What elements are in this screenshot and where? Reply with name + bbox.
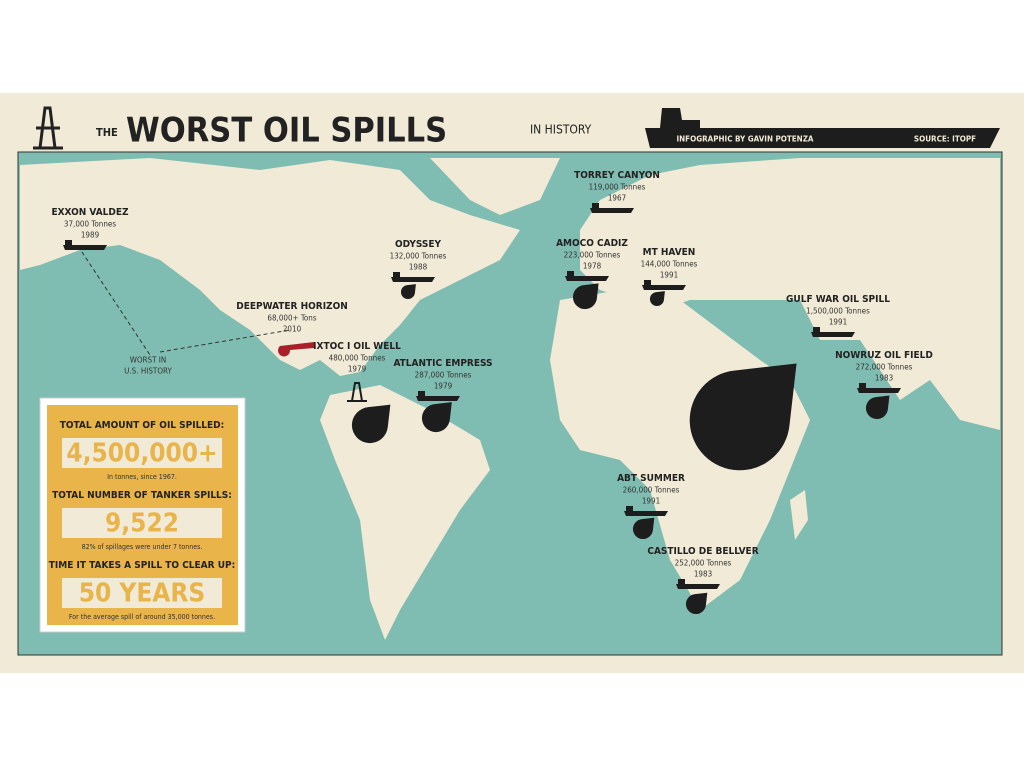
tanker bbox=[676, 579, 720, 589]
spill-name: MT HAVEN bbox=[643, 247, 696, 258]
stat-ribbon bbox=[62, 438, 222, 468]
spill-year: 2010 bbox=[283, 325, 302, 334]
stat-caption: 82% of spillages were under 7 tonnes. bbox=[82, 543, 203, 551]
spill-amount: 223,000 Tonnes bbox=[564, 251, 621, 260]
spill-name: AMOCO CADIZ bbox=[556, 238, 628, 249]
oil-rig bbox=[347, 382, 367, 402]
tanker bbox=[565, 271, 609, 281]
spill-amount: 132,000 Tonnes bbox=[390, 252, 447, 261]
note: U.S. HISTORY bbox=[124, 367, 172, 376]
stat-heading: TIME IT TAKES A SPILL TO CLEAR UP: bbox=[49, 560, 235, 571]
title-the: THE bbox=[96, 126, 118, 139]
spill-year: 1979 bbox=[434, 382, 453, 391]
stat-caption: For the average spill of around 35,000 t… bbox=[69, 613, 215, 621]
tanker bbox=[642, 280, 686, 290]
spill-name: NOWRUZ OIL FIELD bbox=[835, 350, 933, 361]
spill-marker bbox=[278, 342, 314, 357]
oil-drop bbox=[865, 395, 890, 420]
spill-amount: 68,000+ Tons bbox=[267, 314, 316, 323]
spill-name: ATLANTIC EMPRESS bbox=[393, 358, 492, 369]
spill-name: ABT SUMMER bbox=[617, 473, 685, 484]
oil-drop bbox=[632, 517, 655, 540]
spill-year: 1978 bbox=[583, 262, 602, 271]
tanker bbox=[811, 327, 855, 337]
oil-drop bbox=[685, 592, 708, 615]
spill-amount: 272,000 Tonnes bbox=[856, 363, 913, 372]
title: WORST OIL SPILLS bbox=[126, 111, 447, 151]
title-sub: IN HISTORY bbox=[530, 123, 592, 137]
spill-amount: 119,000 Tonnes bbox=[589, 183, 646, 192]
source: SOURCE: ITOPF bbox=[914, 135, 976, 144]
spill-amount: 144,000 Tonnes bbox=[641, 260, 698, 269]
spill-year: 1988 bbox=[409, 263, 428, 272]
rig-icon bbox=[33, 106, 63, 150]
credit: INFOGRAPHIC BY GAVIN POTENZA bbox=[676, 135, 813, 144]
spill-year: 1983 bbox=[875, 374, 893, 383]
spill-name: ODYSSEY bbox=[395, 239, 442, 250]
tanker bbox=[624, 506, 668, 516]
tanker bbox=[416, 391, 460, 401]
spill-year: 1991 bbox=[829, 318, 847, 327]
spill-amount: 252,000 Tonnes bbox=[675, 559, 732, 568]
spill-year: 1991 bbox=[660, 271, 678, 280]
note-line bbox=[77, 245, 291, 356]
tanker bbox=[590, 203, 634, 213]
spill-year: 1967 bbox=[608, 194, 626, 203]
spill-year: 1983 bbox=[694, 570, 712, 579]
spill-amount: 480,000 Tonnes bbox=[329, 354, 386, 363]
spill-year: 1989 bbox=[81, 231, 100, 240]
stat-value: 4,500,000+ bbox=[66, 439, 217, 469]
spill-year: 1979 bbox=[348, 365, 367, 374]
oil-drop bbox=[351, 404, 391, 444]
stat-heading: TOTAL NUMBER OF TANKER SPILLS: bbox=[52, 490, 232, 501]
tanker-banner bbox=[645, 108, 1000, 148]
oil-drop bbox=[649, 291, 665, 307]
stat-value: 9,522 bbox=[105, 509, 179, 539]
spill-amount: 287,000 Tonnes bbox=[415, 371, 472, 380]
stat-heading: TOTAL AMOUNT OF OIL SPILLED: bbox=[60, 420, 225, 431]
oil-drop bbox=[689, 363, 797, 471]
oil-drop bbox=[400, 284, 416, 300]
map-frame bbox=[17, 151, 1003, 656]
spill-name: DEEPWATER HORIZON bbox=[236, 301, 348, 312]
spill-name: TORREY CANYON bbox=[574, 170, 660, 181]
tanker bbox=[857, 383, 901, 393]
spill-amount: 260,000 Tonnes bbox=[623, 486, 680, 495]
stat-value: 50 YEARS bbox=[79, 579, 206, 609]
stat-ribbon bbox=[62, 508, 222, 538]
stat-caption: In tonnes, since 1967. bbox=[107, 473, 177, 481]
spill-name: GULF WAR OIL SPILL bbox=[786, 294, 890, 305]
oil-drop bbox=[421, 402, 452, 433]
spill-name: IXTOC I OIL WELL bbox=[313, 341, 401, 352]
tanker bbox=[63, 240, 107, 250]
spill-name: EXXON VALDEZ bbox=[51, 207, 129, 218]
note: WORST IN bbox=[130, 356, 167, 365]
spill-year: 1991 bbox=[642, 497, 660, 506]
stat-ribbon bbox=[62, 578, 222, 608]
spill-amount: 1,500,000 Tonnes bbox=[806, 307, 870, 316]
oil-drop bbox=[572, 283, 599, 310]
spill-amount: 37,000 Tonnes bbox=[64, 220, 116, 229]
spill-name: CASTILLO DE BELLVER bbox=[647, 546, 758, 557]
tanker bbox=[391, 272, 435, 282]
